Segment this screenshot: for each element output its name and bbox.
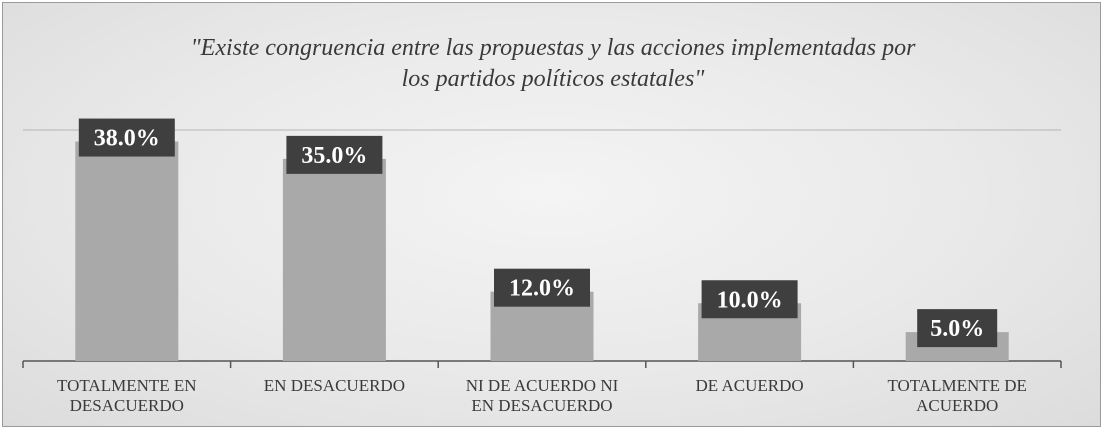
data-label: 38.0%	[94, 126, 160, 152]
x-tick-label: TOTALMENTE EN DESACUERDO	[32, 376, 222, 416]
x-tick-label-line: DE ACUERDO	[695, 376, 804, 395]
data-label: 35.0%	[301, 143, 367, 169]
chart-title-line-1: "Existe congruencia entre las propuestas…	[190, 35, 916, 61]
data-label: 5.0%	[930, 316, 984, 342]
data-label-box	[701, 280, 798, 319]
data-label-box	[286, 135, 383, 174]
data-label-box	[917, 309, 998, 348]
x-tick-label: DE ACUERDO	[655, 376, 845, 396]
data-label: 12.0%	[509, 276, 575, 302]
chart-title: "Existe congruencia entre las propuestas…	[103, 33, 1003, 95]
x-tick-label-line: TOTALMENTE EN	[57, 376, 197, 395]
x-tick-label-line: NI DE ACUERDO NI	[465, 376, 619, 395]
x-tick-label: TOTALMENTE DE ACUERDO	[862, 376, 1052, 416]
x-tick-label-line: ACUERDO	[916, 396, 999, 415]
chart-title-line-2: los partidos políticos estatales"	[401, 66, 705, 92]
bar	[282, 158, 386, 361]
data-label-box	[78, 118, 175, 157]
bar	[75, 141, 179, 361]
data-label-box	[494, 268, 590, 307]
x-tick-label: EN DESACUERDO	[239, 376, 429, 396]
data-label: 10.0%	[717, 287, 783, 313]
x-tick-label-line: EN DESACUERDO	[471, 396, 613, 415]
x-tick-label: NI DE ACUERDO NI EN DESACUERDO	[447, 376, 637, 416]
x-tick-label-line: TOTALMENTE DE	[887, 376, 1027, 395]
x-tick-label-line: EN DESACUERDO	[263, 376, 405, 395]
x-tick-label-line: DESACUERDO	[69, 396, 184, 415]
